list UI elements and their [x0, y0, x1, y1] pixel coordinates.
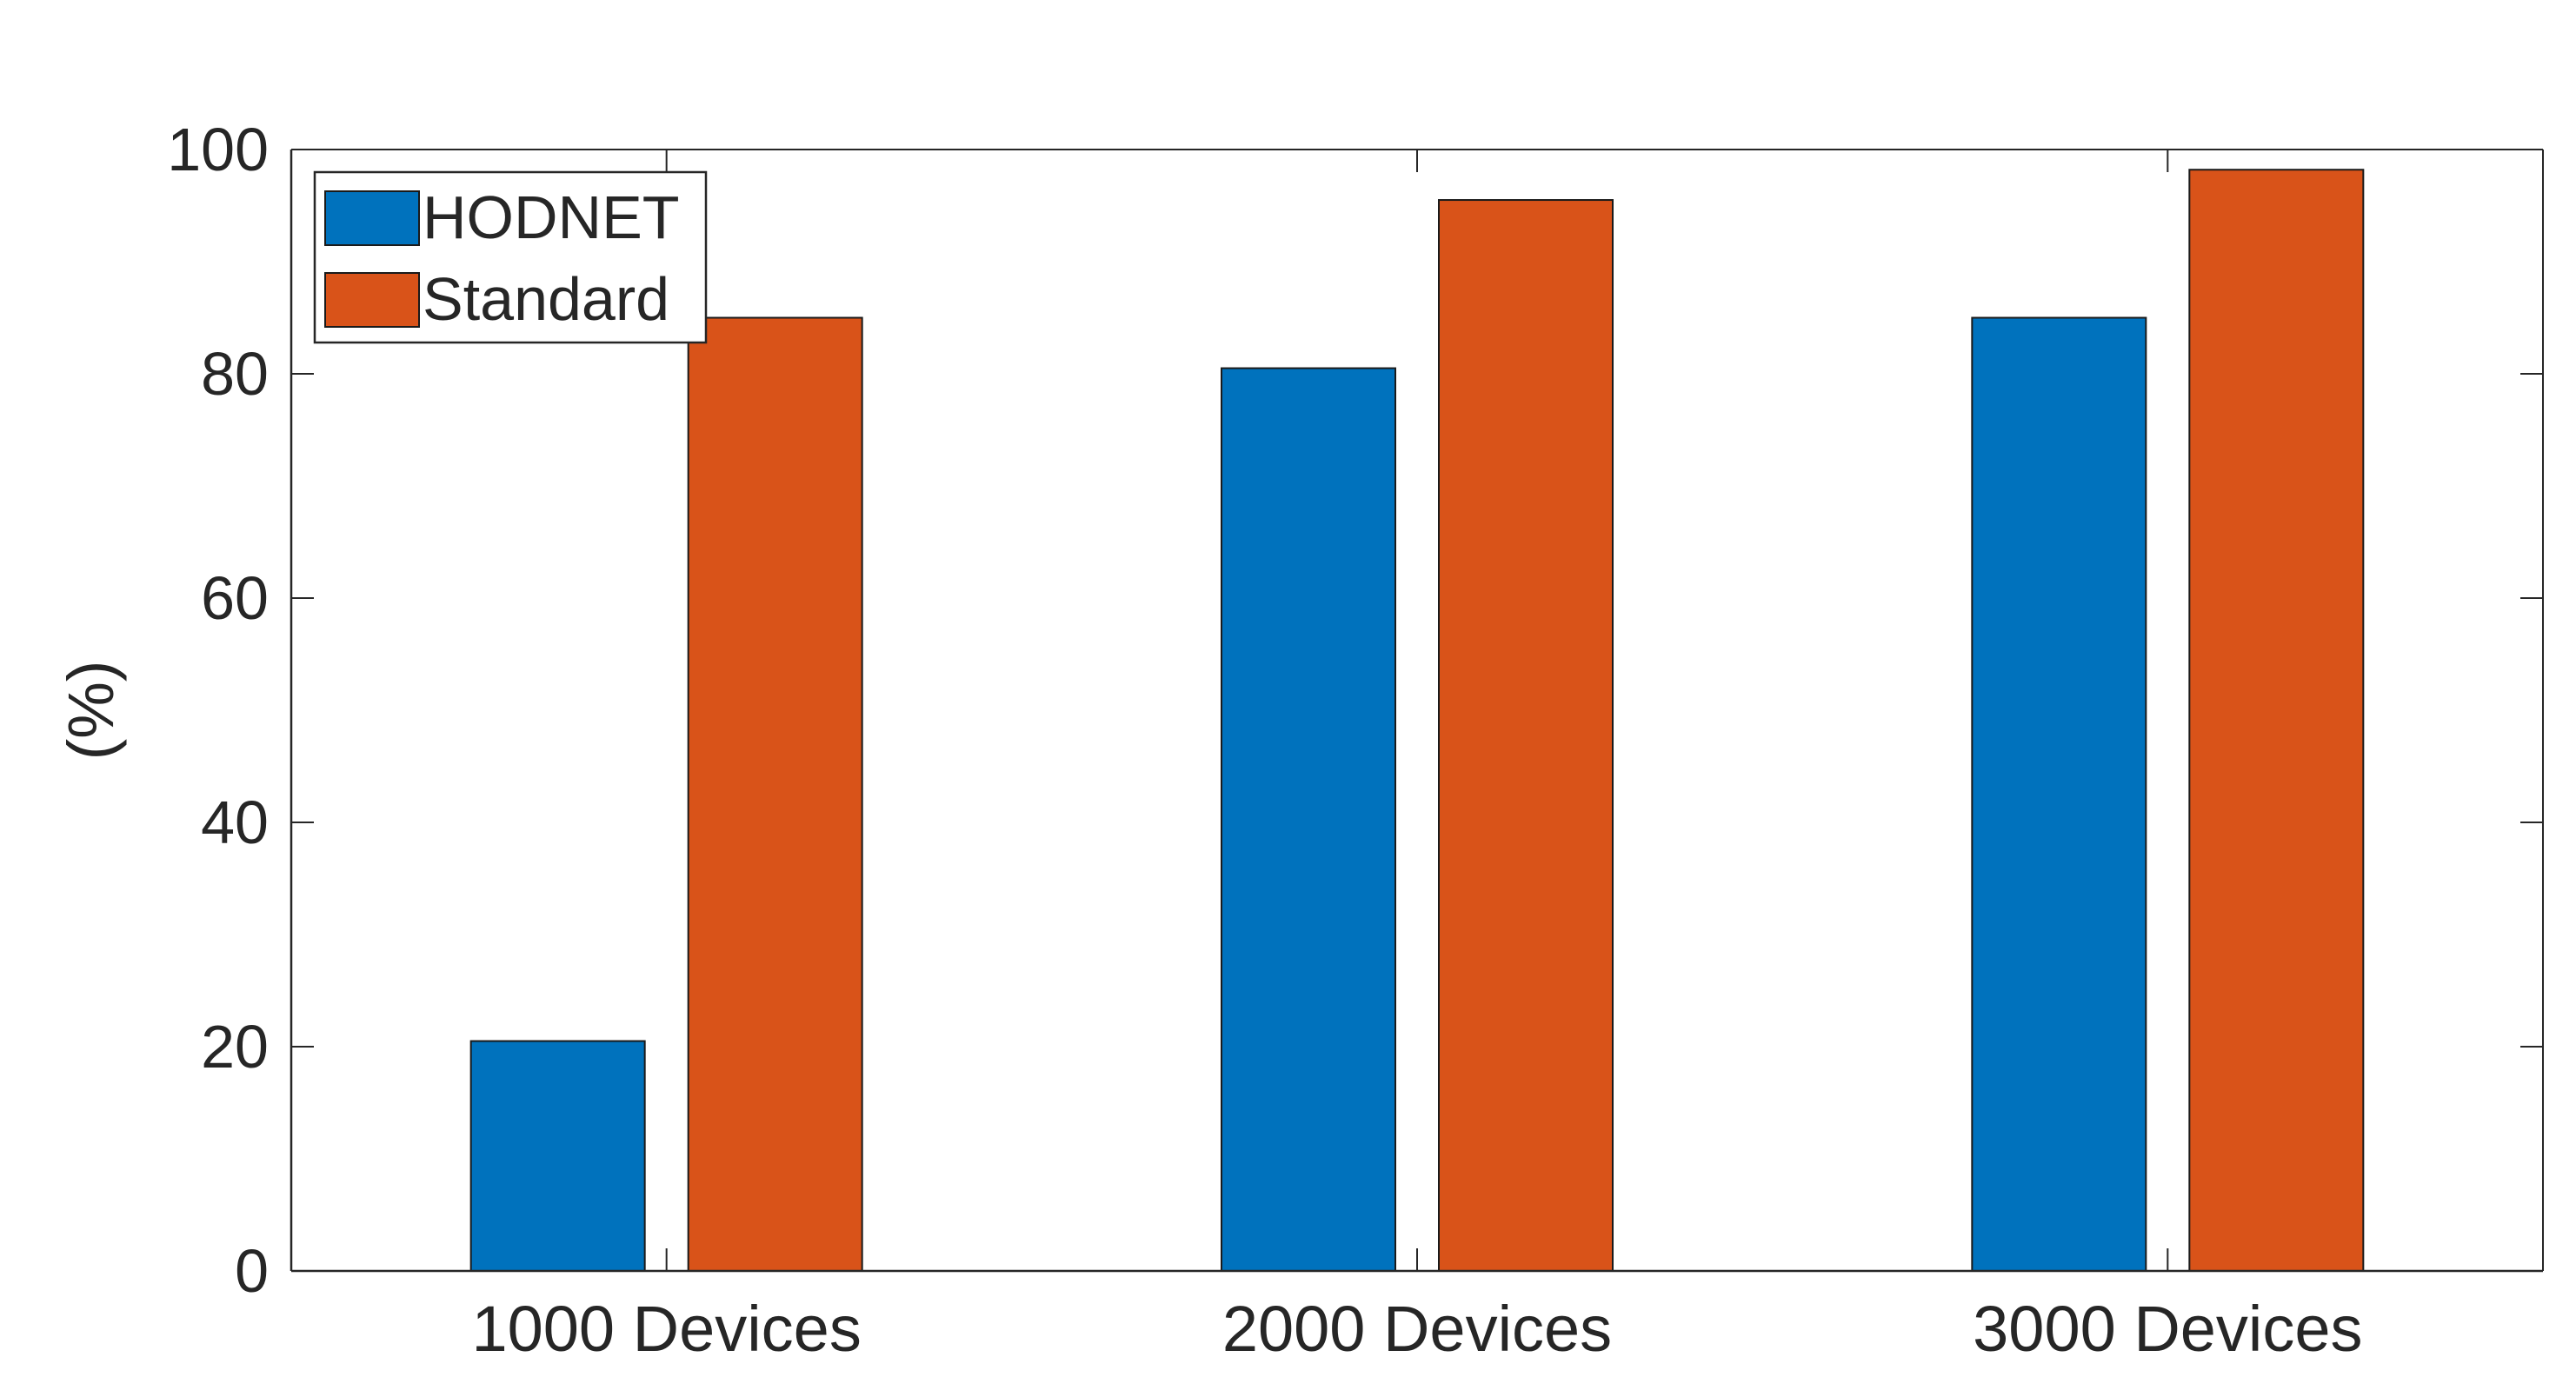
- legend-swatch-standard: [324, 272, 420, 328]
- plot-area: 0 20 40 60 80 100 1000 Devices 2000 Devices 3000…: [55, 116, 2544, 1365]
- bar-hodnet-3: [1971, 316, 2147, 1272]
- y-tick-label-0: 0: [235, 1237, 269, 1305]
- y-axis-label: (%): [55, 660, 127, 760]
- y-tick-label-80: 80: [201, 340, 269, 408]
- legend-label-standard: Standard: [423, 265, 669, 333]
- y-tick-label-100: 100: [167, 116, 269, 183]
- y-tick-label-20: 20: [201, 1013, 269, 1081]
- legend-label-hodnet: HODNET: [423, 183, 680, 251]
- bar-hodnet-2: [1221, 367, 1396, 1272]
- bar-standard-3: [2188, 169, 2365, 1273]
- bar-standard-2: [1438, 199, 1614, 1272]
- x-tick-label-1: 1000 Devices: [471, 1293, 861, 1365]
- x-tick-label-3: 3000 Devices: [1973, 1293, 2362, 1365]
- legend-swatch-hodnet: [324, 190, 420, 246]
- legend: HODNET Standard: [313, 170, 708, 344]
- x-tick-label-2: 2000 Devices: [1222, 1293, 1612, 1365]
- bar-standard-1: [687, 316, 863, 1272]
- y-tick-label-60: 60: [201, 564, 269, 632]
- bar-hodnet-1: [469, 1040, 646, 1273]
- y-tick-label-40: 40: [201, 788, 269, 856]
